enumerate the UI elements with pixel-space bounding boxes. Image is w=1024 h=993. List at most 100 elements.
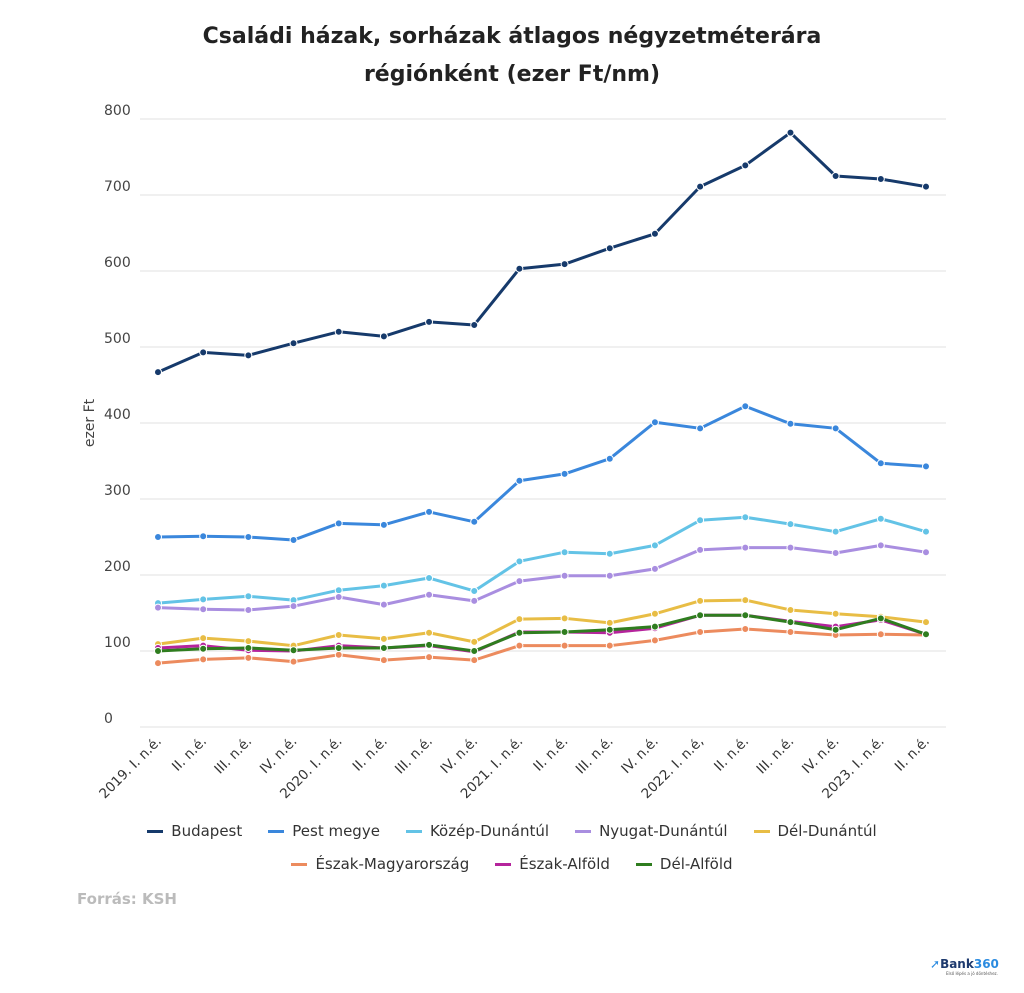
data-point [425, 628, 434, 637]
data-point [876, 541, 885, 550]
title-line-1: Családi házak, sorházak átlagos négyzetm… [202, 24, 822, 49]
data-point [876, 175, 885, 184]
data-point [831, 548, 840, 557]
legend-item[interactable]: Dél-Dunántúl [753, 822, 877, 840]
data-point [379, 520, 388, 529]
data-point [199, 655, 208, 664]
data-point [650, 229, 659, 238]
x-tick-label: 2019. I. n.é. [96, 734, 165, 803]
data-point [289, 339, 298, 348]
data-point [244, 637, 253, 646]
data-point [379, 643, 388, 652]
y-tick-label: 100 [104, 635, 131, 651]
data-point [425, 653, 434, 662]
x-tick-label: II. n.é. [169, 734, 210, 775]
series-line-Észak-Magyarország [157, 627, 927, 665]
data-point [244, 533, 253, 541]
x-tick-label: III. n.é. [211, 734, 255, 778]
data-point [696, 516, 705, 525]
data-point [741, 596, 750, 605]
data-point [334, 643, 343, 652]
data-point [786, 128, 795, 137]
data-point [741, 513, 750, 522]
data-point [560, 571, 569, 580]
data-point [786, 520, 795, 529]
data-point [289, 657, 298, 666]
legend-swatch [575, 829, 592, 833]
data-point [560, 469, 569, 478]
legend-swatch [268, 829, 285, 833]
data-point [922, 527, 930, 536]
data-point [379, 600, 388, 609]
series-line-Dél-Dunántúl [157, 598, 927, 648]
legend-item[interactable]: Észak-Alföld [495, 855, 610, 873]
data-point [786, 628, 795, 636]
data-point [334, 631, 343, 640]
legend-item[interactable]: Észak-Magyarország [291, 855, 469, 873]
data-point [605, 454, 614, 463]
x-tick-label: IV. n.é. [618, 734, 661, 777]
legend-item[interactable]: Dél-Alföld [635, 855, 733, 873]
data-point [786, 419, 795, 428]
data-point [199, 644, 208, 653]
data-point [425, 317, 434, 326]
x-tick-label: II. n.é. [350, 734, 391, 775]
data-point [922, 182, 930, 191]
data-point [786, 605, 795, 614]
data-point [696, 182, 705, 191]
data-point [334, 586, 343, 595]
data-point [560, 628, 569, 636]
chart-title: Családi házak, sorházak átlagos négyzetm… [0, 18, 1024, 94]
data-point [696, 611, 705, 620]
legend-item[interactable]: Budapest [147, 822, 242, 840]
x-tick-label: IV. n.é. [799, 734, 842, 777]
legend-swatch [753, 829, 770, 833]
x-tick-label: III. n.é. [573, 734, 617, 778]
legend-item[interactable]: Nyugat-Dunántúl [575, 822, 728, 840]
data-point [154, 533, 162, 541]
legend-label: Közép-Dunántúl [429, 822, 550, 840]
x-tick-label: III. n.é. [392, 734, 436, 778]
data-point [244, 643, 253, 652]
data-point [470, 320, 479, 329]
data-point [334, 327, 343, 336]
data-point [650, 636, 659, 645]
data-point [876, 459, 885, 468]
logo-icon: ➚ [930, 957, 941, 971]
x-tick-label: III. n.é. [753, 734, 797, 778]
y-tick-label: 600 [104, 255, 131, 271]
legend-swatch [635, 862, 652, 866]
data-point [425, 507, 434, 516]
legend-label: Dél-Dunántúl [777, 822, 877, 840]
data-point [470, 647, 479, 655]
data-point [831, 424, 840, 433]
series-line-Pest megye [157, 404, 927, 542]
data-point [831, 625, 840, 634]
data-point [515, 628, 524, 637]
data-point [605, 625, 614, 634]
data-point [199, 348, 208, 357]
data-point [876, 614, 885, 623]
data-point [379, 656, 388, 665]
title-line-2: régiónként (ezer Ft/nm) [363, 62, 661, 87]
legend-item[interactable]: Közép-Dunántúl [405, 822, 550, 840]
x-tick-label: II. n.é. [892, 734, 933, 775]
series-line-Budapest [157, 131, 927, 374]
data-point [289, 602, 298, 611]
data-point [605, 641, 614, 650]
legend-item[interactable]: Pest megye [268, 822, 380, 840]
y-tick-label: 400 [104, 407, 131, 423]
legend-label: Nyugat-Dunántúl [599, 822, 728, 840]
data-point [515, 476, 524, 485]
legend-swatch [405, 829, 422, 833]
data-point [154, 647, 162, 655]
legend-label: Észak-Alföld [519, 855, 610, 873]
data-point [199, 532, 208, 541]
data-point [922, 630, 930, 639]
data-point [650, 622, 659, 631]
y-tick-label: 0 [104, 711, 113, 727]
data-point [605, 549, 614, 558]
x-tick-label: II. n.é. [711, 734, 752, 775]
data-point [289, 536, 298, 545]
